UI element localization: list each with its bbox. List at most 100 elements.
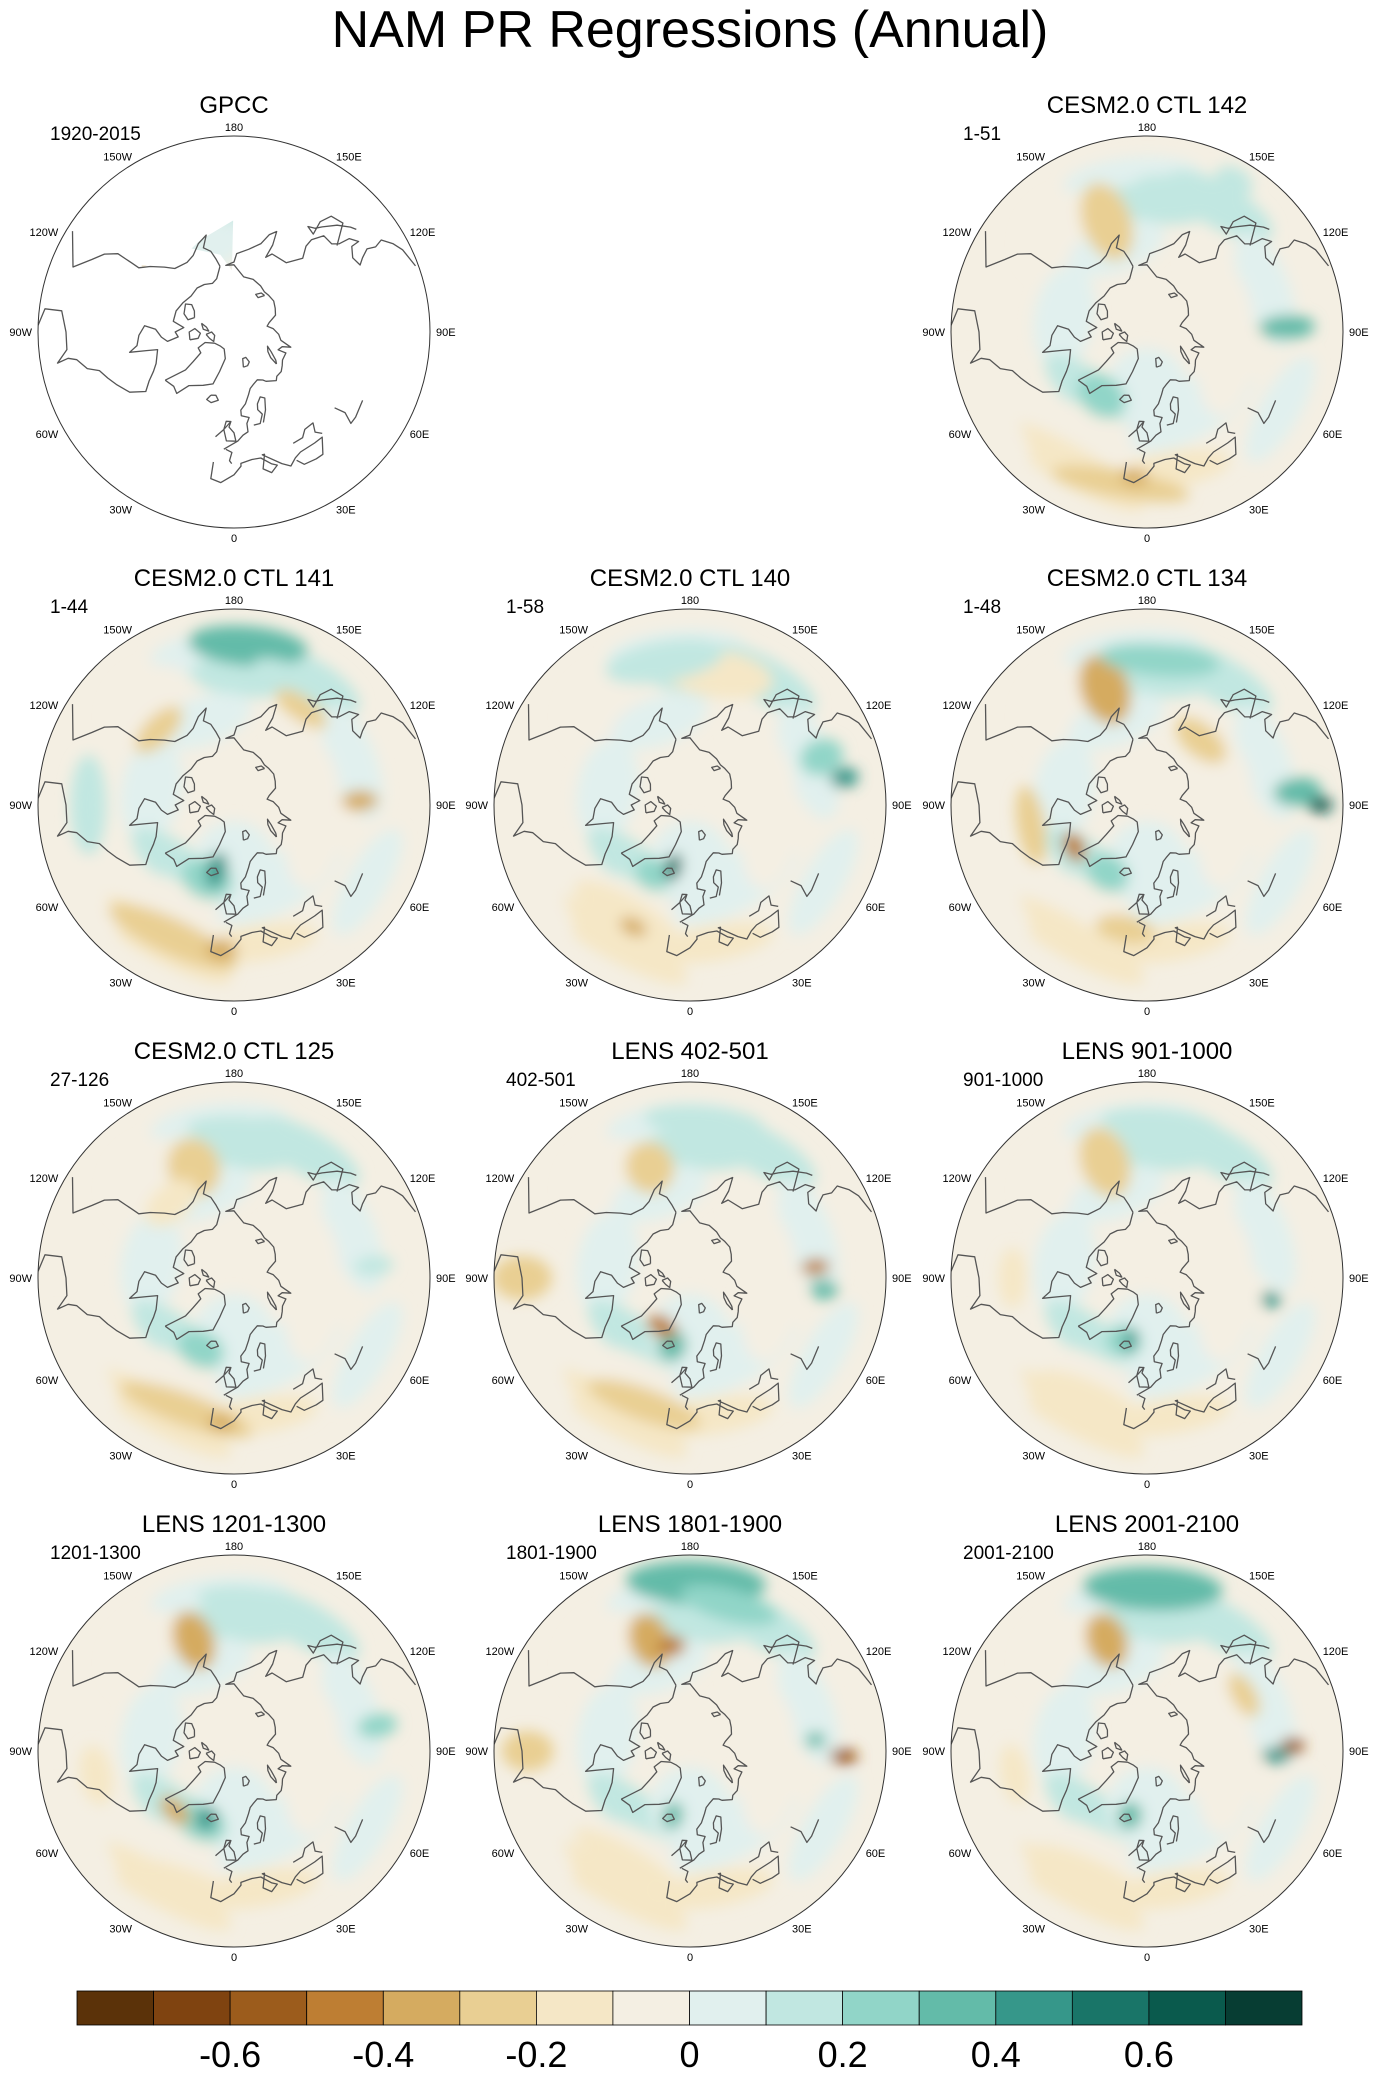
longitude-label: 150W bbox=[103, 151, 132, 163]
map-panel-cesm2-ctl-134: CESM2.0 CTL 134 180 150E 120E 90E 60E 30E 0 30W… bbox=[922, 565, 1368, 1037]
coastline bbox=[1128, 420, 1150, 442]
coastline bbox=[183, 1249, 196, 1267]
coastline bbox=[671, 1839, 693, 1861]
anomaly-patch bbox=[120, 1211, 183, 1315]
longitude-label: 180 bbox=[225, 595, 243, 607]
coastline bbox=[242, 1775, 250, 1787]
anomaly-patch bbox=[1026, 395, 1173, 472]
anomaly-patch bbox=[625, 1141, 675, 1194]
coastline bbox=[1123, 436, 1237, 484]
anomaly-patch bbox=[49, 839, 118, 945]
anomaly-patch bbox=[113, 1814, 260, 1891]
longitude-label: 120W bbox=[486, 700, 515, 712]
anomaly-patch bbox=[1107, 348, 1187, 428]
colorbar-swatch bbox=[1225, 1990, 1303, 2026]
colorbar-tick-label: -0.6 bbox=[199, 2034, 262, 2075]
longitude-label: 0 bbox=[687, 1479, 693, 1491]
longitude-label: 30E bbox=[336, 1451, 356, 1463]
anomaly-patch bbox=[1234, 1650, 1296, 1765]
coastline bbox=[334, 873, 364, 898]
anomaly-patch bbox=[1187, 245, 1253, 335]
longitude-label: 90W bbox=[9, 327, 32, 339]
polar-map-cesm2-ctl-142: 180 150E 120E 90E 60E 30E 0 30W 60W 90W 120W 150W bbox=[922, 122, 1368, 545]
coastline bbox=[307, 215, 357, 246]
anomaly-patch bbox=[341, 790, 378, 811]
anomaly-patch bbox=[129, 1858, 243, 1907]
anomaly-patch bbox=[108, 903, 237, 971]
longitude-label: 30W bbox=[1022, 1451, 1045, 1463]
panel-period: 1801-1900 bbox=[506, 1543, 597, 1564]
coastline bbox=[1123, 1855, 1237, 1903]
coastline bbox=[671, 893, 693, 915]
anomaly-patch bbox=[1103, 1602, 1214, 1644]
coastline bbox=[205, 331, 216, 343]
coastline bbox=[656, 1741, 666, 1751]
coastline bbox=[242, 1302, 250, 1314]
panel-period: 1-48 bbox=[963, 597, 1002, 618]
map-boundary bbox=[950, 1081, 1344, 1475]
panel-title: LENS 1801-1900 bbox=[597, 1511, 783, 1538]
coastline bbox=[620, 1287, 682, 1341]
anomaly-field bbox=[962, 1566, 1316, 1931]
coastline bbox=[1205, 895, 1236, 917]
map-panel-lens-1201-1300: LENS 1201-1300 180 150E 120E 90E 60E 30E 0 30W 6… bbox=[9, 1511, 455, 1983]
coastline bbox=[205, 804, 216, 816]
coastline bbox=[1155, 829, 1163, 841]
anomaly-patch bbox=[79, 1745, 113, 1805]
anomaly-patch bbox=[809, 1279, 838, 1300]
coastline bbox=[681, 1394, 689, 1410]
coastlines bbox=[38, 1161, 417, 1430]
coastline bbox=[1138, 448, 1146, 464]
longitude-label: 0 bbox=[1144, 533, 1150, 545]
coastline bbox=[210, 436, 324, 484]
coastline bbox=[620, 1760, 682, 1814]
coastline bbox=[205, 1277, 216, 1289]
longitude-label: 60E bbox=[410, 902, 430, 914]
anomaly-patch bbox=[1261, 1291, 1282, 1308]
colorbar-swatch bbox=[689, 1990, 767, 2026]
coastline bbox=[1118, 804, 1129, 816]
coastline bbox=[206, 1813, 219, 1823]
longitude-label: 60E bbox=[1323, 902, 1343, 914]
longitude-label: 30E bbox=[792, 978, 812, 990]
longitude-label: 60W bbox=[492, 902, 515, 914]
longitude-label: 60W bbox=[36, 429, 59, 441]
coastline bbox=[662, 867, 675, 877]
coastline bbox=[698, 1302, 706, 1314]
coastline bbox=[763, 688, 813, 719]
polar-map-cesm2-ctl-125: 180 150E 120E 90E 60E 30E 0 30W 60W 90W 120W 150W bbox=[9, 1068, 455, 1491]
coastline bbox=[183, 303, 196, 321]
coastline bbox=[666, 909, 780, 957]
coastline bbox=[679, 703, 873, 923]
anomaly-patch bbox=[620, 917, 647, 937]
longitude-label: 150E bbox=[1249, 1570, 1275, 1582]
longitude-label: 30E bbox=[336, 505, 356, 517]
anomaly-field bbox=[962, 1102, 1316, 1458]
anomaly-patch bbox=[1308, 797, 1333, 813]
coastline bbox=[210, 909, 324, 957]
anomaly-patch bbox=[628, 1613, 671, 1668]
coastline bbox=[1205, 422, 1236, 444]
anomaly-patch bbox=[647, 1314, 677, 1339]
coastline bbox=[206, 867, 219, 877]
panel-period: 2001-2100 bbox=[963, 1543, 1054, 1564]
anomaly-patch bbox=[113, 1341, 260, 1418]
longitude-label: 180 bbox=[225, 1541, 243, 1553]
coastline bbox=[644, 800, 658, 814]
longitude-label: 90W bbox=[9, 1746, 32, 1758]
coastline bbox=[225, 1867, 233, 1883]
anomaly-patch bbox=[829, 1748, 858, 1765]
map-disk bbox=[951, 609, 1343, 1001]
longitude-label: 30W bbox=[109, 1451, 132, 1463]
anomaly-patch bbox=[274, 1664, 340, 1754]
map-boundary bbox=[37, 135, 431, 529]
coastline bbox=[225, 448, 233, 464]
longitude-label: 30E bbox=[1249, 978, 1269, 990]
coastline bbox=[1168, 292, 1178, 299]
coastline bbox=[1113, 1268, 1123, 1278]
coastline bbox=[71, 1177, 221, 1216]
longitude-label: 150E bbox=[792, 1097, 818, 1109]
anomaly-patch bbox=[49, 1785, 118, 1891]
coastline bbox=[1128, 893, 1150, 915]
polar-map-cesm2-ctl-141: 180 150E 120E 90E 60E 30E 0 30W 60W 90W 120W 150W bbox=[9, 595, 455, 1018]
